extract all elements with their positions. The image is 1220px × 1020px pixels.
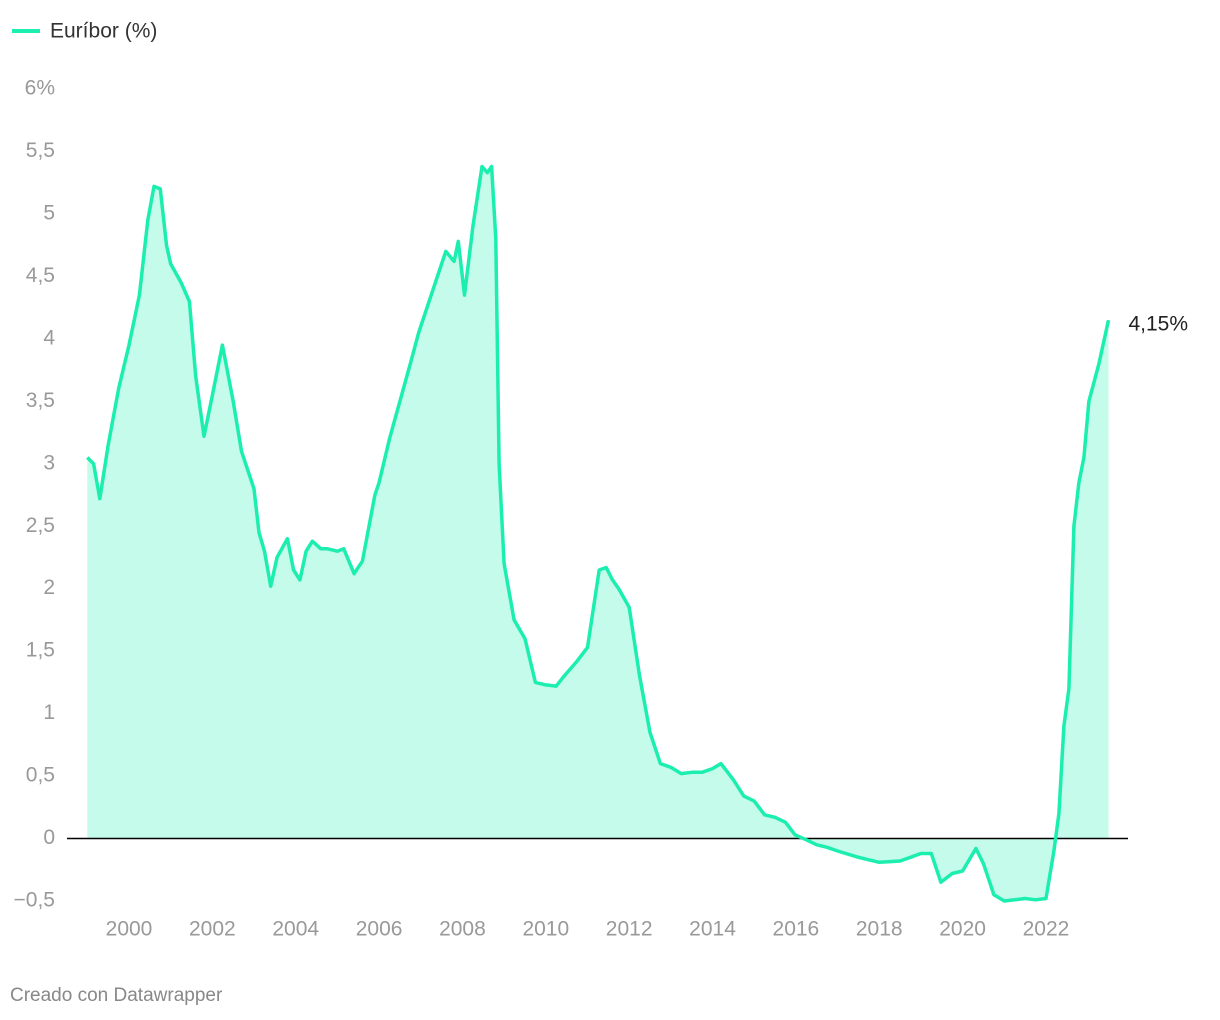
y-tick-label: 4,5 — [26, 264, 55, 287]
y-tick-label: 6% — [25, 77, 55, 100]
y-tick-label: 1 — [43, 701, 55, 724]
y-tick-label: 0 — [43, 826, 55, 849]
y-tick-label: 5,5 — [26, 139, 55, 162]
area — [87, 166, 1109, 901]
x-tick-label: 2016 — [773, 918, 820, 941]
y-tick-label: 2,5 — [26, 514, 55, 537]
y-tick-label: 3 — [43, 451, 55, 474]
x-tick-label: 2010 — [522, 918, 569, 941]
legend-label: Euríbor (%) — [50, 20, 157, 43]
x-tick-label: 2018 — [856, 918, 903, 941]
x-tick-label: 2006 — [356, 918, 403, 941]
y-tick-label: 2 — [43, 576, 55, 599]
x-tick-label: 2012 — [606, 918, 653, 941]
y-tick-label: 3,5 — [26, 389, 55, 412]
y-tick-label: 5 — [43, 201, 55, 224]
x-tick-label: 2002 — [189, 918, 236, 941]
end-label: 4,15% — [1128, 313, 1188, 336]
x-tick-label: 2004 — [272, 918, 319, 941]
y-tick-label: −0,5 — [14, 889, 55, 912]
y-tick-label: 0,5 — [26, 764, 55, 787]
x-tick-label: 2022 — [1023, 918, 1070, 941]
x-tick-label: 2020 — [939, 918, 986, 941]
line — [86, 164, 1111, 903]
x-tick-label: 2008 — [439, 918, 486, 941]
x-tick-label: 2000 — [106, 918, 153, 941]
x-tick-label: 2014 — [689, 918, 736, 941]
y-tick-label: 4 — [43, 326, 55, 349]
y-tick-label: 1,5 — [26, 639, 55, 662]
source: Creado con Datawrapper — [10, 985, 223, 1006]
